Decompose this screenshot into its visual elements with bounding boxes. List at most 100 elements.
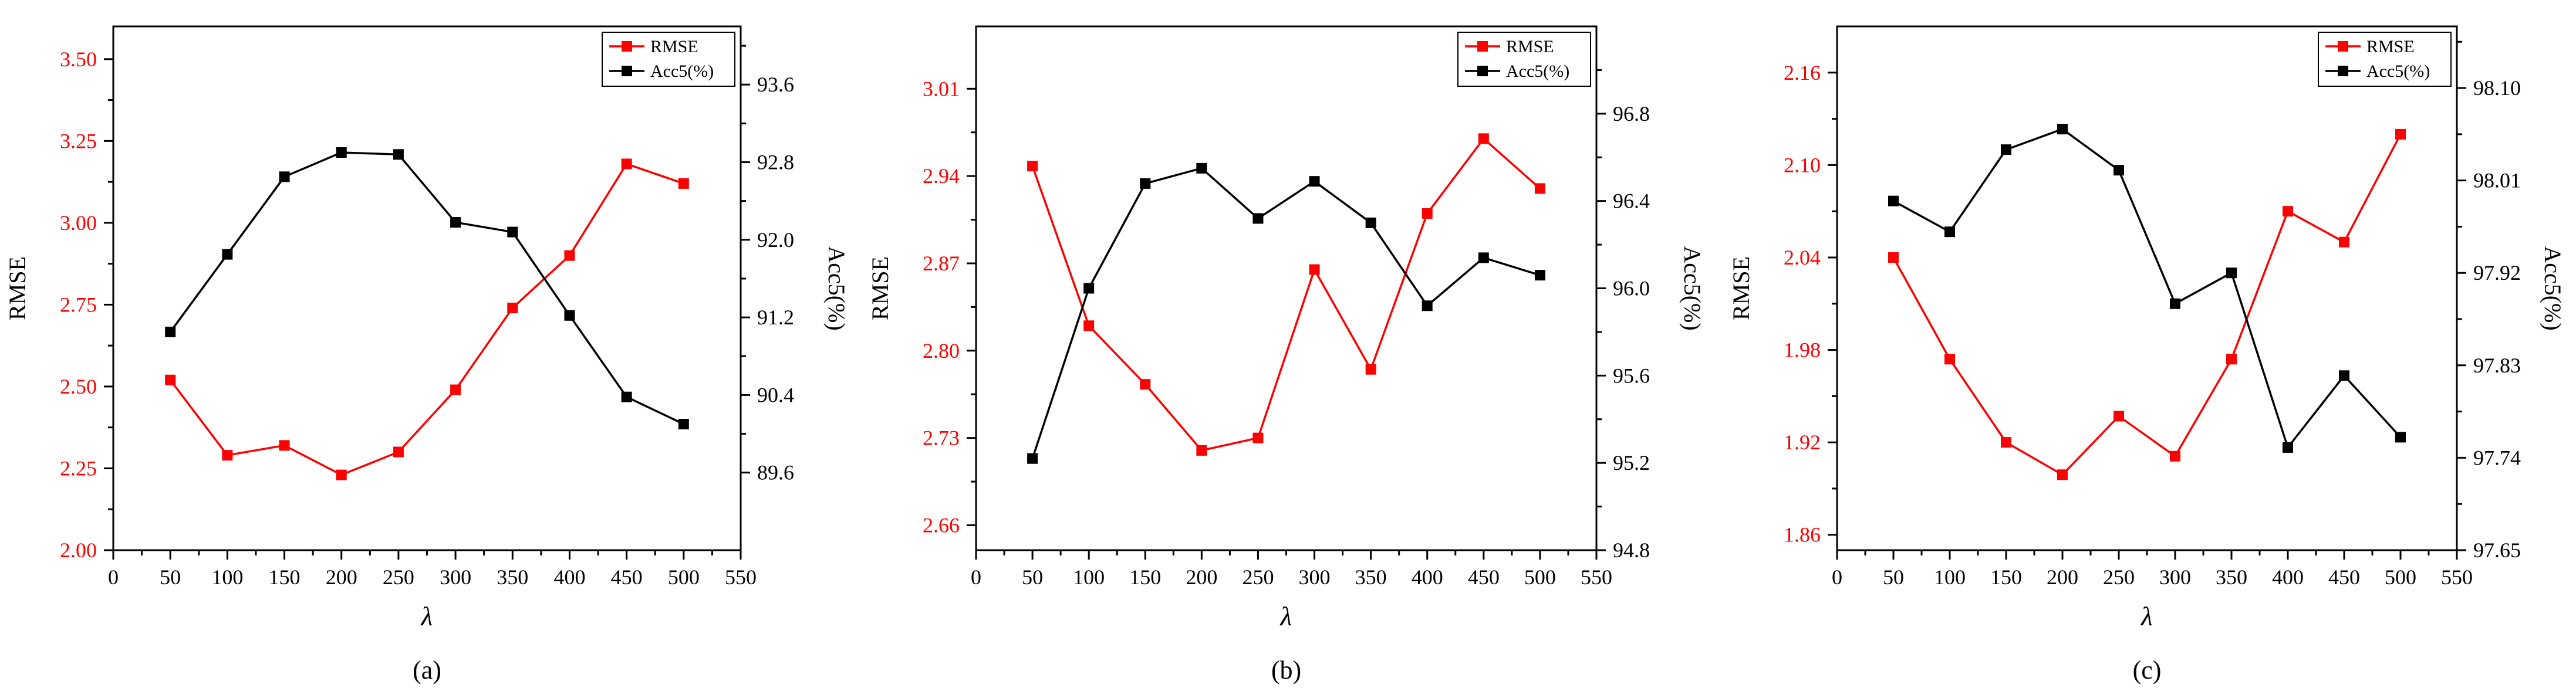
data-point [1027, 161, 1038, 172]
series-line-rmse [169, 162, 684, 476]
x-tick-label: 100 [211, 565, 243, 589]
y-left-tick-label: 2.73 [923, 426, 960, 450]
data-point [2057, 124, 2068, 135]
y-right-tick-label: 96.8 [1613, 102, 1650, 126]
data-point [393, 446, 404, 458]
data-point [2001, 144, 2011, 155]
data-point [2339, 370, 2349, 381]
y-right-tick-label: 91.2 [757, 306, 794, 329]
x-tick-label: 200 [2047, 565, 2078, 589]
series-line-acc5 [1893, 128, 2402, 450]
y-left-tick-label: 2.94 [923, 164, 960, 188]
legend-marker [622, 41, 632, 52]
x-tick-label: 500 [668, 565, 700, 589]
data-point [1888, 195, 1899, 206]
series-line-acc5 [1031, 167, 1541, 459]
x-tick-label: 400 [2272, 565, 2304, 589]
data-point [279, 171, 290, 182]
y-right-tick-label: 95.6 [1613, 364, 1650, 387]
data-point [1309, 264, 1320, 275]
y-right-tick-label: 97.65 [2473, 538, 2521, 562]
y-right-tick-label: 95.2 [1613, 451, 1650, 475]
chart-panel-c: 0 50 100 150 200 250 300 350 400 450 500 550 1.86 1.9… [1728, 25, 2566, 685]
x-tick-label: 550 [1581, 565, 1612, 589]
x-tick-label: 350 [1355, 565, 1387, 589]
legend-label: RMSE [650, 37, 698, 56]
y-left-tick-label: 3.01 [923, 77, 960, 100]
panel-label: (a) [413, 656, 441, 685]
y-left-tick-label: 1.98 [1784, 338, 1821, 362]
y-left-axis-title: RMSE [1728, 256, 1754, 320]
data-point [1196, 445, 1207, 456]
chart-panel-b: 0 50 100 150 200 250 300 350 400 450 500 550 2.66 2.7… [867, 25, 1706, 685]
plot-frame [1836, 25, 2458, 551]
x-tick-label: 450 [611, 565, 643, 589]
series-line-acc5 [169, 151, 684, 425]
x-tick-label: 500 [1524, 565, 1556, 589]
legend-label: RMSE [1506, 37, 1554, 56]
x-tick-label: 200 [1186, 565, 1217, 589]
legend-label: Acc5(%) [2366, 62, 2430, 81]
x-tick-label: 400 [1412, 565, 1443, 589]
y-left-tick-label: 1.86 [1784, 523, 1821, 547]
y-right-tick-label: 97.92 [2473, 261, 2521, 284]
panel-label: (b) [1271, 656, 1301, 685]
x-tick-label: 100 [1073, 565, 1105, 589]
y-left-tick-label: 3.25 [60, 129, 97, 153]
data-point [564, 250, 575, 261]
y-right-tick-label: 96.0 [1613, 277, 1650, 300]
data-point [2283, 206, 2293, 217]
data-point [222, 249, 233, 260]
legend-marker [622, 66, 632, 76]
data-point [2226, 354, 2237, 365]
y-right-axis-title: Acc5(%) [2540, 246, 2566, 330]
data-point [2226, 267, 2237, 279]
data-point [450, 384, 461, 395]
data-point [564, 310, 575, 321]
panel-label: (c) [2133, 656, 2162, 685]
data-point [2283, 442, 2293, 453]
data-point [2339, 236, 2349, 248]
data-point [507, 302, 518, 313]
y-right-tick-label: 93.6 [757, 73, 794, 96]
x-tick-label: 200 [326, 565, 357, 589]
y-right-tick-label: 98.10 [2473, 76, 2521, 100]
y-left-tick-label: 2.16 [1784, 61, 1821, 84]
data-point [1478, 252, 1489, 263]
data-point [507, 226, 518, 238]
x-tick-label: 350 [497, 565, 528, 589]
y-left-tick-label: 2.25 [60, 456, 97, 480]
data-point [279, 440, 290, 451]
x-tick-label: 250 [2103, 565, 2135, 589]
x-axis-title: λ [420, 601, 433, 631]
data-point [1083, 320, 1095, 331]
y-right-tick-label: 98.01 [2473, 169, 2521, 192]
legend-label: RMSE [2366, 37, 2415, 56]
data-point [1309, 176, 1320, 187]
x-tick-label: 550 [725, 565, 757, 589]
chart-panel-a: 0 50 100 150 200 250 300 350 400 450 500 550 2.00 2.2… [4, 25, 850, 685]
x-tick-label: 150 [1129, 565, 1161, 589]
data-point [165, 374, 176, 385]
y-right-tick-label: 94.8 [1613, 538, 1650, 562]
data-point [2170, 450, 2180, 462]
data-point [1140, 379, 1151, 390]
y-left-tick-label: 2.10 [1784, 153, 1821, 177]
data-point [336, 147, 347, 158]
data-point [1083, 283, 1095, 294]
data-point [2057, 469, 2068, 480]
x-axis-title: λ [1279, 601, 1292, 631]
data-point [450, 217, 461, 228]
data-point [1944, 354, 1955, 365]
x-tick-label: 0 [1832, 565, 1842, 589]
series-line-rmse [1031, 137, 1541, 452]
data-point [2114, 411, 2124, 422]
y-left-tick-label: 2.87 [923, 252, 960, 275]
legend-marker [1477, 66, 1488, 76]
data-point [621, 158, 632, 170]
plot-frame [112, 25, 742, 551]
data-point [2170, 298, 2180, 309]
data-point [1252, 213, 1264, 224]
y-right-axis-title: Acc5(%) [823, 246, 850, 330]
x-tick-label: 450 [1468, 565, 1500, 589]
